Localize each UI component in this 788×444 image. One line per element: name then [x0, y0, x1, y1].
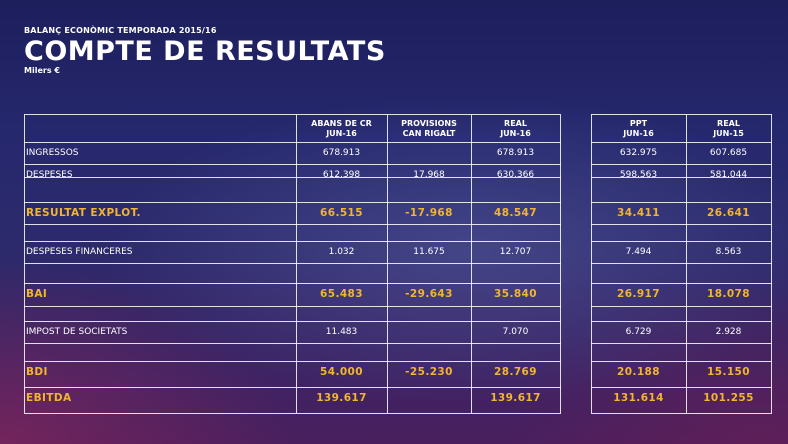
table-cell: 6.729: [625, 327, 652, 337]
table-cell: 678.913: [322, 148, 361, 158]
table-cell: 26.641: [707, 207, 750, 219]
table-cell: 15.150: [707, 366, 750, 378]
table-cell: 7.494: [625, 247, 652, 257]
col-header-provisions: PROVISIONS CAN RIGALT: [387, 119, 471, 139]
row-divider: [591, 387, 772, 388]
row-label: DESPESES: [26, 170, 73, 180]
col-header-line: PPT: [629, 119, 648, 128]
row-divider: [24, 306, 561, 307]
row-divider: [24, 224, 561, 225]
units-label: Milers €: [24, 66, 60, 75]
table-cell: 607.685: [709, 148, 748, 158]
row-label: IMPOST DE SOCIETATS: [26, 327, 128, 337]
table-cell: -17.968: [405, 207, 453, 219]
table-cell: -29.643: [405, 288, 453, 300]
col-header-ppt: PPT JUN-16: [591, 119, 686, 139]
table-cell: 12.707: [499, 247, 532, 257]
col-header-abans: ABANS DE CR JUN-16: [296, 119, 387, 139]
row-divider: [24, 202, 561, 203]
row-label: EBITDA: [26, 392, 72, 404]
col-header-line: REAL: [717, 119, 740, 128]
table-cell: 7.070: [502, 327, 529, 337]
row-divider: [591, 343, 772, 344]
table-cell: 139.617: [490, 392, 541, 404]
col-header-line: JUN-15: [713, 129, 744, 138]
col-header-line: JUN-16: [500, 129, 531, 138]
table-cell: 612.398: [322, 170, 361, 180]
row-divider: [24, 177, 561, 178]
report-subtitle: BALANÇ ECONÒMIC TEMPORADA 2015/16: [24, 26, 217, 35]
table-cell: -25.230: [405, 366, 453, 378]
table-cell: 581.044: [709, 170, 748, 180]
table-cell: 11.483: [325, 327, 358, 337]
table-cell: 65.483: [320, 288, 363, 300]
row-label: BDI: [26, 366, 48, 378]
table-cell: 139.617: [316, 392, 367, 404]
col-header-real-15: REAL JUN-15: [686, 119, 771, 139]
table-cell: 34.411: [617, 207, 660, 219]
page-title: COMPTE DE RESULTATS: [24, 36, 386, 67]
row-label: RESULTAT EXPLOT.: [26, 207, 141, 219]
row-divider: [24, 114, 560, 115]
col-header-real-16: REAL JUN-16: [471, 119, 560, 139]
col-header-line: PROVISIONS: [401, 119, 457, 128]
table-cell: 48.547: [494, 207, 537, 219]
row-label: DESPESES FINANCERES: [26, 247, 133, 257]
row-divider: [591, 142, 772, 143]
table-cell: 131.614: [613, 392, 664, 404]
table-cell: 28.769: [494, 366, 537, 378]
row-divider: [24, 343, 561, 344]
col-header-line: REAL: [504, 119, 527, 128]
row-divider: [24, 387, 561, 388]
page-header: BALANÇ ECONÒMIC TEMPORADA 2015/16 COMPTE…: [24, 26, 386, 75]
row-label: BAI: [26, 288, 48, 300]
row-divider: [591, 283, 772, 284]
row-divider: [591, 241, 772, 242]
table-cell: 35.840: [494, 288, 537, 300]
row-divider: [591, 306, 772, 307]
row-divider: [591, 321, 772, 322]
row-divider: [24, 241, 561, 242]
table-cell: 598.563: [619, 170, 658, 180]
table-cell: 11.675: [413, 247, 445, 257]
row-divider: [591, 224, 772, 225]
col-header-line: JUN-16: [326, 129, 357, 138]
row-divider: [591, 263, 772, 264]
income-statement-table: ABANS DE CR JUN-16 PROVISIONS CAN RIGALT…: [24, 114, 772, 414]
table-cell: 1.032: [328, 247, 355, 257]
row-divider: [24, 142, 561, 143]
row-label: INGRESSOS: [26, 148, 79, 158]
row-divider: [24, 413, 561, 414]
col-header-line: JUN-16: [623, 129, 654, 138]
row-divider: [591, 114, 772, 115]
table-cell: 632.975: [619, 148, 658, 158]
row-divider: [591, 177, 772, 178]
row-divider: [591, 413, 772, 414]
table-cell: 678.913: [496, 148, 535, 158]
row-divider: [24, 361, 561, 362]
row-divider: [24, 263, 561, 264]
table-cell: 2.928: [715, 327, 742, 337]
table-cell: 18.078: [707, 288, 750, 300]
col-header-line: CAN RIGALT: [402, 129, 456, 138]
table-cell: 54.000: [320, 366, 363, 378]
table-cell: 630.366: [496, 170, 535, 180]
row-divider: [591, 164, 772, 165]
table-cell: 66.515: [320, 207, 363, 219]
row-divider: [591, 202, 772, 203]
row-divider: [591, 361, 772, 362]
table-cell: 17.968: [413, 170, 445, 180]
table-cell: 8.563: [715, 247, 742, 257]
col-header-line: ABANS DE CR: [311, 119, 372, 128]
row-divider: [24, 164, 561, 165]
row-divider: [24, 283, 561, 284]
row-divider: [24, 321, 561, 322]
table-cell: 101.255: [703, 392, 754, 404]
table-cell: 20.188: [617, 366, 660, 378]
table-cell: 26.917: [617, 288, 660, 300]
